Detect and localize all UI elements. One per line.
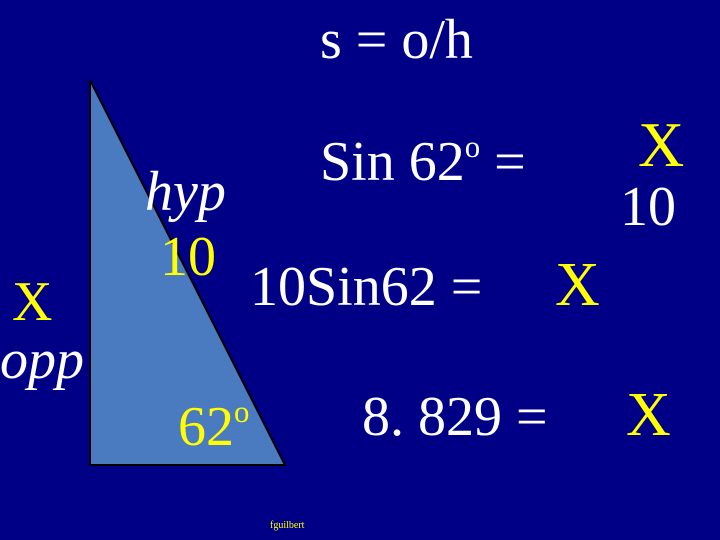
equation-3-rhs: X [626,380,671,451]
hypotenuse-value: 10 [160,225,216,289]
eq1-equals: = [480,131,526,193]
eq1-degree-sup: o [465,130,480,164]
equation-1-numerator: X [638,108,684,182]
hypotenuse-label: hyp [145,160,226,224]
angle-degree-sup: o [234,395,249,429]
equation-1-lhs: Sin 62o = [320,130,526,194]
footer-credit: fguilbert [270,520,304,531]
equation-2-lhs: 10Sin62 = [250,255,482,319]
opposite-variable: X [12,270,52,334]
equation-3-lhs: 8. 829 = [362,385,548,449]
equation-1-denominator: 10 [620,175,676,239]
eq1-sin-base: Sin 62 [320,131,465,193]
angle-base: 62 [178,396,234,458]
formula-title: s = o/h [320,8,473,72]
angle-label: 62o [178,395,249,459]
equation-2-rhs: X [555,250,600,321]
opposite-label: opp [0,328,84,392]
